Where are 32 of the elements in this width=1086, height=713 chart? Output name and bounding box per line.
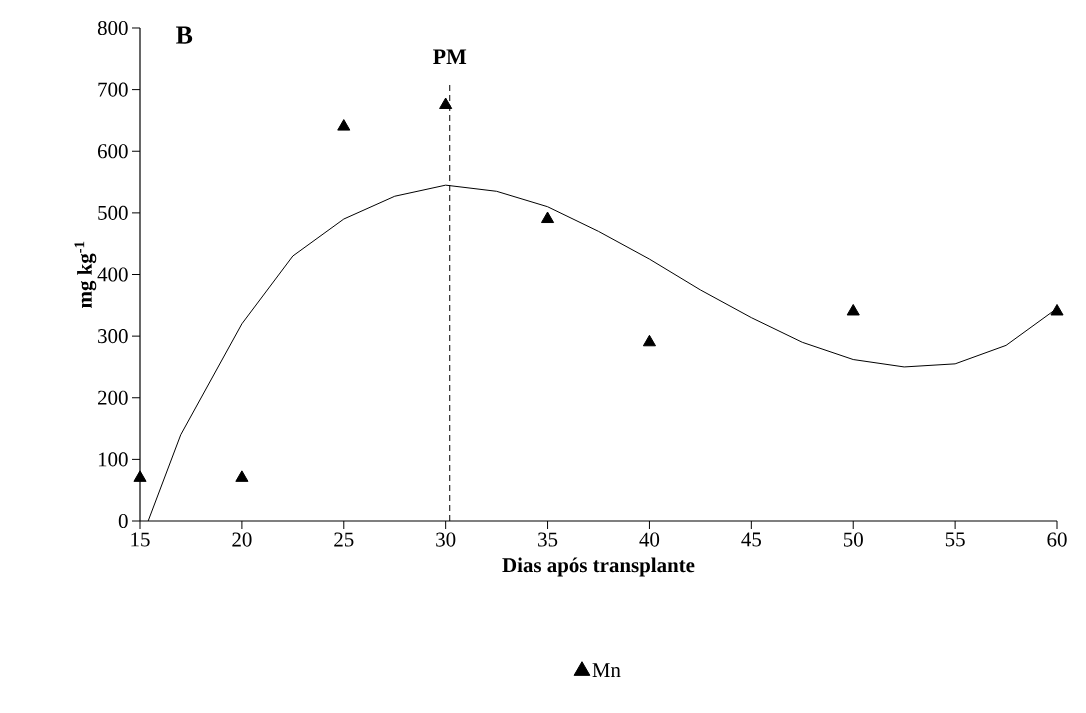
- y-tick-label: 600: [98, 144, 128, 159]
- point: [439, 97, 453, 110]
- x-tick-label: 15: [131, 532, 150, 547]
- y-tick-label: 700: [98, 82, 128, 97]
- y-tick-label: 100: [98, 452, 128, 467]
- y-tick-label: 500: [98, 205, 128, 220]
- point: [1050, 303, 1064, 316]
- ref-line-label: PM: [433, 49, 467, 64]
- point: [541, 211, 555, 224]
- point: [337, 119, 351, 131]
- x-tick-label: 35: [538, 532, 558, 547]
- x-tick-label: 55: [945, 532, 965, 547]
- y-tick-label: 400: [97, 267, 128, 282]
- point: [846, 303, 860, 316]
- point: [133, 470, 147, 482]
- x-tick-label: 50: [843, 532, 863, 547]
- y-tick-label: 300: [98, 329, 128, 344]
- x-tick-label: 20: [232, 532, 252, 547]
- x-tick-label: 25: [334, 532, 354, 547]
- y-tick-label: 200: [98, 390, 128, 405]
- x-tick-label: 45: [741, 532, 761, 547]
- x-axis-title: Dias após transplante: [502, 557, 695, 577]
- x-tick-label: 30: [436, 532, 456, 547]
- x-tick-label: 40: [639, 532, 660, 547]
- point: [235, 470, 249, 482]
- y-tick-label: 800: [97, 20, 128, 36]
- y-axis-title: mg kg$^{-1}$: [74, 241, 97, 308]
- y-tick-label: 0: [118, 513, 128, 529]
- legend-label: Mn: [592, 663, 621, 677]
- point: [642, 334, 657, 347]
- x-tick-label: 60: [1047, 532, 1067, 547]
- annotation: B: [176, 26, 193, 44]
